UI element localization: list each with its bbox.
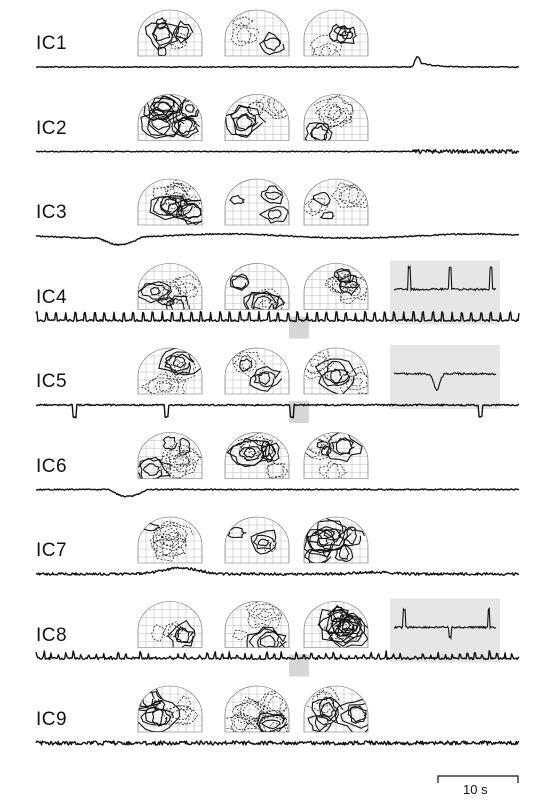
component-row-ic1 — [35, 9, 520, 69]
scalp-outline — [137, 347, 203, 395]
scalp-outline — [303, 9, 369, 57]
scalp-map — [138, 601, 202, 648]
scalp-outline — [303, 601, 369, 648]
scalp-outline — [224, 263, 290, 310]
component-label: IC5 — [36, 371, 68, 392]
scalp-outline — [137, 601, 203, 648]
scalp-outline — [224, 516, 290, 564]
component-row-ic2 — [35, 94, 520, 155]
component-row-ic8 — [35, 598, 520, 677]
inset-panel — [390, 598, 500, 663]
scalp-outline — [303, 432, 369, 479]
ic-time-trace — [35, 740, 520, 746]
scalp-map — [138, 686, 202, 732]
scalp-outline — [137, 263, 203, 310]
ic-time-trace — [36, 403, 520, 419]
scalp-map — [138, 94, 202, 141]
scalp-outline — [137, 178, 203, 226]
scalp-map — [304, 263, 368, 310]
ic-time-trace — [35, 310, 520, 323]
scale-bar — [437, 775, 519, 783]
scalp-map — [304, 517, 368, 563]
scalp-map — [304, 686, 368, 732]
scalp-map — [225, 348, 289, 394]
scale-bar-label: 10 s — [463, 782, 488, 797]
scalp-outline — [224, 432, 290, 479]
highlight-window — [289, 316, 309, 339]
scalp-map — [225, 179, 289, 225]
component-row-ic9 — [35, 685, 520, 746]
component-label: IC1 — [36, 33, 68, 54]
ic-time-trace — [35, 649, 520, 661]
scalp-outline — [224, 347, 290, 395]
inset-trace — [393, 607, 496, 641]
component-label: IC4 — [36, 286, 68, 308]
component-label: IC2 — [36, 117, 68, 139]
component-row-ic6 — [35, 432, 520, 498]
inset-panel — [390, 345, 500, 409]
scalp-outline — [303, 516, 369, 564]
scalp-map — [304, 94, 368, 141]
scalp-map — [138, 179, 202, 225]
inset-trace — [393, 264, 497, 293]
scalp-outline — [224, 9, 290, 57]
ic-time-trace — [35, 566, 520, 576]
component-row-ic3 — [35, 178, 520, 246]
component-label: IC9 — [36, 709, 68, 730]
scalp-map — [225, 432, 289, 479]
scalp-outline — [137, 685, 203, 733]
scalp-map — [304, 601, 368, 648]
component-row-ic5 — [36, 345, 520, 423]
inset-trace — [393, 371, 497, 392]
component-row-ic7 — [35, 516, 520, 576]
ic-time-trace — [35, 56, 520, 69]
scalp-outline — [137, 9, 203, 57]
scalp-outline — [137, 432, 203, 479]
scalp-map — [225, 94, 289, 141]
scalp-outline — [137, 94, 203, 141]
scalp-map — [304, 9, 368, 56]
scalp-outline — [303, 178, 369, 226]
scalp-map — [138, 517, 202, 563]
scalp-map — [304, 179, 368, 225]
scalp-map — [225, 601, 289, 648]
component-label: IC6 — [36, 455, 68, 477]
scalp-map — [304, 348, 368, 394]
scalp-map — [138, 9, 202, 56]
scalp-map — [225, 263, 289, 310]
scalp-outline — [303, 347, 369, 395]
scalp-outline — [224, 94, 290, 141]
scalp-map — [225, 9, 289, 56]
scalp-outline — [224, 178, 290, 226]
ic-time-trace — [35, 488, 520, 498]
scalp-outline — [303, 685, 369, 733]
component-label: IC8 — [36, 624, 68, 646]
scalp-map — [138, 348, 202, 394]
component-label: IC7 — [36, 540, 68, 561]
highlight-window — [289, 654, 309, 677]
scalp-outline — [303, 263, 369, 310]
highlight-window — [289, 401, 309, 423]
scalp-map — [225, 686, 289, 732]
ic-time-trace — [35, 232, 520, 246]
scalp-outline — [224, 601, 290, 648]
ic-time-trace — [35, 148, 520, 155]
scalp-map — [225, 517, 289, 563]
component-label: IC3 — [36, 202, 68, 223]
scalp-outline — [224, 685, 290, 733]
component-row-ic4 — [35, 260, 520, 339]
inset-panel — [390, 260, 500, 325]
scalp-outline — [303, 94, 369, 141]
scalp-map — [304, 432, 368, 479]
scalp-outline — [137, 516, 203, 564]
